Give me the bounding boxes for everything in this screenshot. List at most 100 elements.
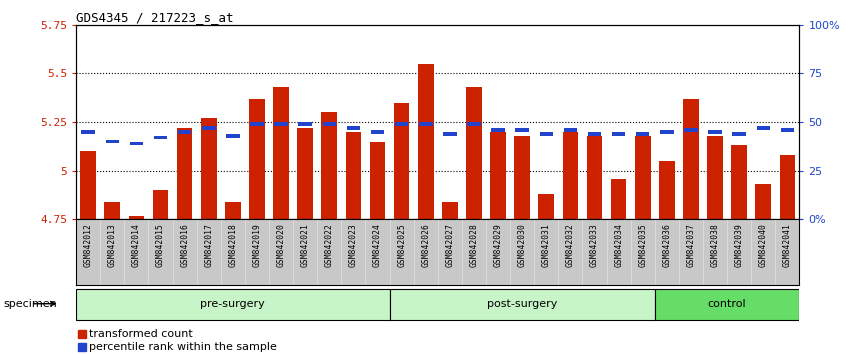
Text: GSM842022: GSM842022 (325, 223, 334, 267)
Bar (152, 190, 168, 219)
Bar (322, 122, 336, 126)
Bar (177, 128, 193, 219)
Bar (683, 99, 699, 219)
Text: GSM842028: GSM842028 (470, 223, 479, 267)
Bar (250, 122, 264, 126)
Bar (756, 126, 770, 130)
Bar (395, 122, 409, 126)
Bar (371, 130, 384, 133)
Bar (636, 132, 650, 136)
Bar (178, 130, 191, 133)
Bar (345, 132, 361, 219)
Bar (78, 343, 86, 351)
Bar (490, 132, 506, 219)
Bar (129, 216, 145, 219)
Text: GSM842018: GSM842018 (228, 223, 238, 267)
Bar (684, 128, 698, 132)
Text: GSM842040: GSM842040 (759, 223, 768, 267)
Bar (588, 132, 602, 136)
Text: GSM842038: GSM842038 (711, 223, 720, 267)
Bar (563, 128, 577, 132)
Bar (202, 126, 216, 130)
Bar (78, 331, 86, 338)
Text: GSM842023: GSM842023 (349, 223, 358, 267)
Bar (659, 161, 675, 219)
Bar (106, 140, 119, 143)
Bar (273, 87, 289, 219)
Bar (563, 132, 579, 219)
Text: GSM842014: GSM842014 (132, 223, 141, 267)
Bar (129, 142, 143, 145)
Bar (466, 87, 482, 219)
Bar (80, 152, 96, 219)
Bar (611, 179, 627, 219)
Bar (299, 122, 312, 126)
Bar (779, 155, 795, 219)
Text: GSM842021: GSM842021 (300, 223, 310, 267)
Text: GSM842033: GSM842033 (590, 223, 599, 267)
FancyBboxPatch shape (76, 289, 389, 320)
Text: GSM842020: GSM842020 (277, 223, 286, 267)
Bar (201, 118, 217, 219)
Bar (274, 122, 288, 126)
Bar (249, 99, 265, 219)
Bar (418, 64, 434, 219)
Text: pre-surgery: pre-surgery (201, 299, 266, 309)
Text: GSM842029: GSM842029 (493, 223, 503, 267)
Text: GSM842016: GSM842016 (180, 223, 190, 267)
Bar (586, 136, 602, 219)
Bar (540, 132, 553, 136)
Text: control: control (708, 299, 746, 309)
Text: transformed count: transformed count (89, 329, 193, 339)
Bar (297, 128, 313, 219)
Text: GSM842036: GSM842036 (662, 223, 672, 267)
Text: GSM842034: GSM842034 (614, 223, 624, 267)
Bar (370, 142, 386, 219)
Text: specimen: specimen (3, 299, 58, 309)
Bar (81, 130, 95, 133)
Text: GDS4345 / 217223_s_at: GDS4345 / 217223_s_at (76, 11, 233, 24)
Text: GSM842035: GSM842035 (638, 223, 647, 267)
Text: GSM842039: GSM842039 (734, 223, 744, 267)
Bar (660, 130, 673, 133)
Bar (612, 132, 625, 136)
Text: GSM842012: GSM842012 (84, 223, 93, 267)
Bar (419, 122, 432, 126)
Text: GSM842025: GSM842025 (397, 223, 406, 267)
Bar (755, 184, 772, 219)
Bar (321, 113, 338, 219)
Text: post-surgery: post-surgery (487, 299, 558, 309)
Text: GSM842031: GSM842031 (541, 223, 551, 267)
Text: GSM842015: GSM842015 (156, 223, 165, 267)
Text: GSM842024: GSM842024 (373, 223, 382, 267)
Bar (634, 136, 651, 219)
Bar (393, 103, 409, 219)
Bar (781, 128, 794, 132)
Text: GSM842032: GSM842032 (566, 223, 575, 267)
Text: GSM842013: GSM842013 (107, 223, 117, 267)
Text: GSM842017: GSM842017 (204, 223, 213, 267)
Bar (467, 122, 481, 126)
Bar (442, 202, 458, 219)
Bar (347, 126, 360, 130)
Bar (708, 130, 722, 133)
FancyBboxPatch shape (655, 289, 799, 320)
Bar (538, 194, 554, 219)
Text: GSM842041: GSM842041 (783, 223, 792, 267)
Text: percentile rank within the sample: percentile rank within the sample (89, 342, 277, 352)
Text: GSM842037: GSM842037 (686, 223, 695, 267)
FancyBboxPatch shape (389, 289, 655, 320)
Bar (225, 202, 241, 219)
Text: GSM842026: GSM842026 (421, 223, 431, 267)
Bar (226, 134, 239, 137)
Bar (731, 145, 747, 219)
Bar (514, 136, 530, 219)
Bar (154, 136, 168, 139)
Bar (707, 136, 723, 219)
Bar (443, 132, 457, 136)
Text: GSM842030: GSM842030 (518, 223, 527, 267)
Bar (492, 128, 505, 132)
Text: GSM842027: GSM842027 (445, 223, 454, 267)
Bar (733, 132, 746, 136)
Bar (515, 128, 529, 132)
